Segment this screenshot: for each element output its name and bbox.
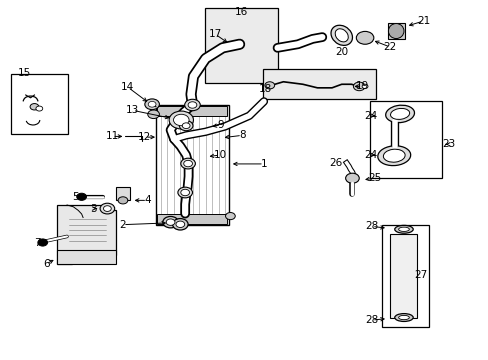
Text: 10: 10	[213, 150, 226, 160]
Circle shape	[356, 31, 373, 44]
Circle shape	[225, 212, 235, 220]
Ellipse shape	[335, 29, 347, 42]
Text: 2: 2	[120, 220, 126, 230]
Polygon shape	[57, 205, 116, 264]
Bar	[157, 106, 227, 116]
Circle shape	[173, 114, 189, 126]
Text: 28: 28	[365, 221, 378, 231]
Circle shape	[148, 102, 156, 107]
Text: 22: 22	[383, 42, 396, 52]
Text: 28: 28	[365, 315, 378, 325]
Bar	[263, 69, 375, 99]
Text: 3: 3	[90, 203, 97, 213]
Ellipse shape	[330, 25, 352, 45]
Bar	[11, 74, 67, 134]
Bar	[369, 102, 441, 178]
Text: 26: 26	[328, 158, 342, 168]
Circle shape	[166, 219, 175, 225]
Polygon shape	[387, 23, 404, 39]
Circle shape	[345, 173, 359, 183]
Text: 18: 18	[258, 84, 271, 94]
Text: 23: 23	[441, 139, 454, 149]
Circle shape	[163, 216, 178, 228]
Circle shape	[144, 99, 159, 110]
Text: 5: 5	[72, 192, 79, 202]
Circle shape	[77, 193, 86, 201]
Text: 15: 15	[18, 68, 31, 78]
Circle shape	[38, 239, 47, 246]
Ellipse shape	[377, 146, 410, 166]
Ellipse shape	[387, 23, 403, 39]
Text: 24: 24	[364, 111, 377, 121]
Text: 6: 6	[43, 259, 49, 269]
Text: 1: 1	[260, 159, 267, 169]
Circle shape	[362, 84, 367, 89]
Bar	[204, 8, 277, 83]
Circle shape	[100, 203, 115, 214]
Bar	[156, 105, 228, 225]
Ellipse shape	[383, 149, 405, 162]
Text: 21: 21	[416, 16, 429, 26]
Ellipse shape	[394, 225, 412, 233]
Text: 17: 17	[208, 29, 222, 39]
Circle shape	[172, 219, 188, 230]
Text: 13: 13	[126, 105, 139, 115]
Circle shape	[169, 111, 193, 129]
Bar	[57, 249, 116, 264]
Ellipse shape	[385, 105, 414, 123]
Circle shape	[178, 187, 192, 198]
Text: 14: 14	[121, 82, 134, 92]
Text: 24: 24	[364, 150, 377, 160]
Text: 7: 7	[35, 238, 41, 248]
Circle shape	[182, 123, 190, 129]
Ellipse shape	[398, 315, 408, 320]
Circle shape	[103, 206, 111, 211]
Circle shape	[147, 110, 159, 118]
Bar	[389, 234, 416, 318]
Text: 4: 4	[143, 195, 150, 205]
Bar	[381, 225, 428, 327]
Circle shape	[181, 189, 189, 196]
Circle shape	[184, 99, 200, 111]
Ellipse shape	[398, 227, 408, 231]
Text: 19: 19	[355, 81, 368, 91]
Text: 27: 27	[413, 270, 426, 280]
Circle shape	[176, 221, 184, 228]
Text: 20: 20	[334, 47, 347, 57]
Circle shape	[264, 82, 274, 89]
Text: 9: 9	[217, 120, 224, 130]
Text: 8: 8	[238, 130, 245, 140]
Circle shape	[179, 121, 193, 131]
Circle shape	[181, 158, 195, 169]
Circle shape	[353, 82, 365, 91]
Bar	[116, 187, 129, 201]
Text: 16: 16	[234, 7, 247, 17]
Bar	[157, 214, 227, 224]
Text: 12: 12	[138, 132, 151, 142]
Circle shape	[188, 102, 197, 108]
Text: 25: 25	[367, 173, 381, 183]
Text: 11: 11	[105, 131, 119, 141]
Circle shape	[36, 106, 42, 111]
Circle shape	[183, 160, 192, 167]
Circle shape	[30, 104, 39, 110]
Ellipse shape	[394, 314, 412, 321]
Circle shape	[118, 197, 127, 204]
Ellipse shape	[390, 108, 409, 120]
